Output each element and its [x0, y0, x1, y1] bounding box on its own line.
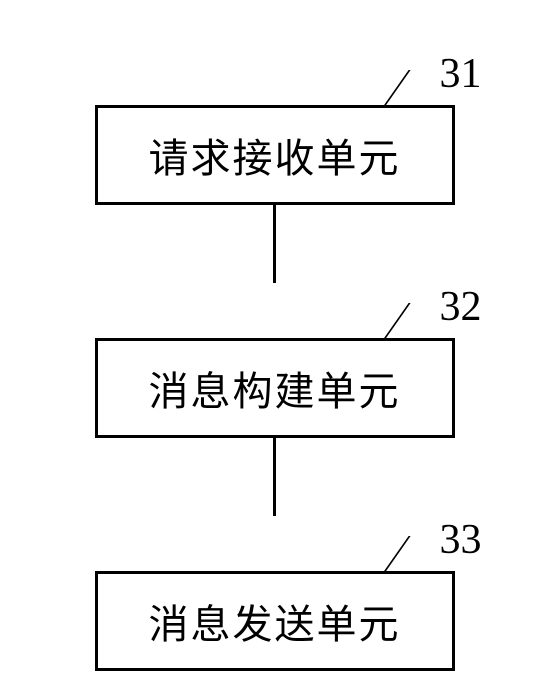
flowchart-connector [273, 205, 276, 283]
node-label: 消息发送单元 [149, 592, 401, 650]
node-label: 请求接收单元 [149, 126, 401, 184]
flowchart-diagram: 31 请求接收单元 32 消息构建单元 33 消息发送单元 [65, 50, 485, 671]
node-number: 33 [440, 516, 482, 564]
node-number: 32 [440, 283, 482, 331]
flowchart-node: 33 消息发送单元 [95, 571, 455, 671]
flowchart-connector [273, 438, 276, 516]
flowchart-node: 31 请求接收单元 [95, 105, 455, 205]
flowchart-node: 32 消息构建单元 [95, 338, 455, 438]
node-number: 31 [440, 50, 482, 98]
node-label: 消息构建单元 [149, 359, 401, 417]
